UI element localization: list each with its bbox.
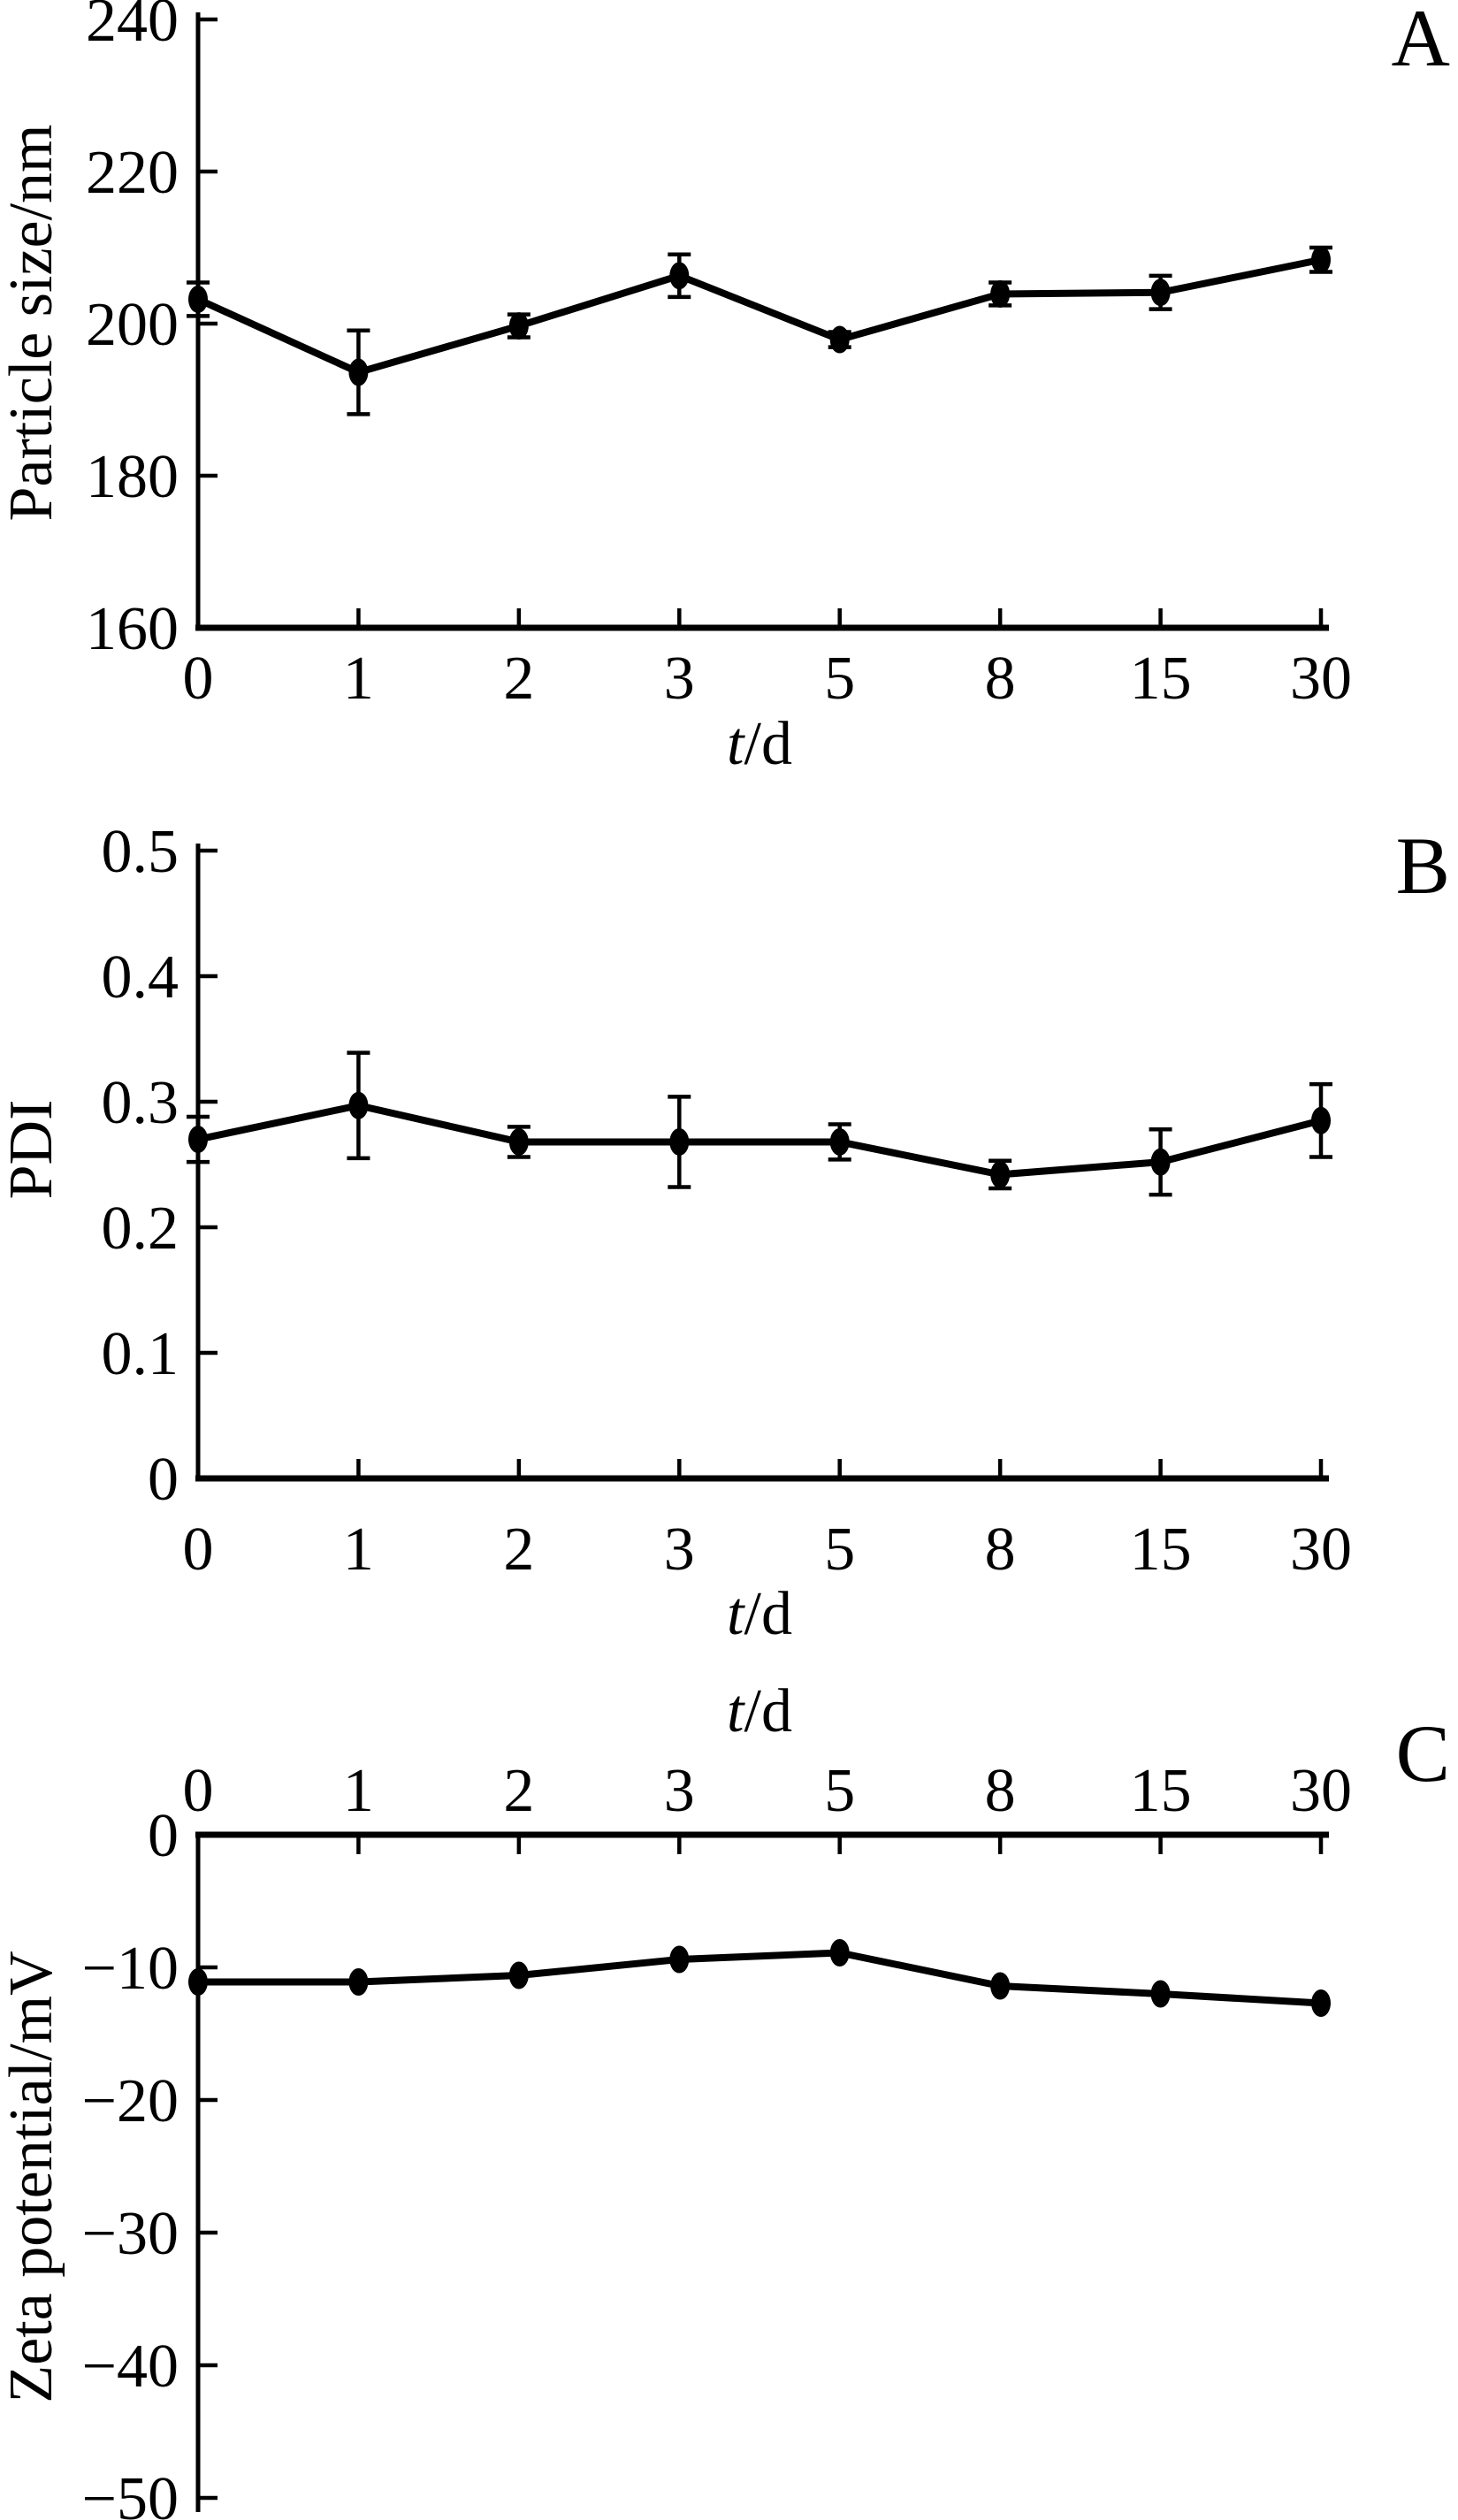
y-axis-title: Particle size/nm bbox=[0, 124, 65, 521]
data-point-marker bbox=[348, 1968, 369, 1996]
data-point-marker bbox=[508, 1127, 529, 1156]
x-axis-tick-label: 8 bbox=[985, 1757, 1016, 1825]
data-point-marker bbox=[990, 1160, 1011, 1188]
panel-C: 0 −10 −20 −30 −40 −50 0 1 2 3 5 8 15 30 t/d Zeta potent… bbox=[0, 1677, 1450, 2520]
data-point-marker bbox=[669, 262, 690, 290]
series-line bbox=[195, 1949, 1324, 2007]
y-axis-tick-label: 160 bbox=[86, 595, 179, 663]
y-axis-tick-label: 0.5 bbox=[102, 818, 179, 886]
panel-A: 160 180 200 220 240 0 1 2 3 5 8 15 30 t/d Particle siz… bbox=[0, 0, 1450, 778]
x-axis-tick-label: 1 bbox=[343, 1516, 374, 1584]
x-axis-tick-label: 3 bbox=[664, 1516, 695, 1584]
x-axis-tick-label: 2 bbox=[503, 645, 534, 713]
y-axis-tick-label: 0 bbox=[148, 1802, 179, 1870]
y-axis-tick-label: 0.4 bbox=[102, 943, 179, 1012]
x-axis-title: t/d bbox=[727, 1677, 792, 1745]
x-axis-title-part: t bbox=[727, 1580, 745, 1648]
y-axis-tick-label: 0 bbox=[148, 1446, 179, 1514]
x-axis-tick-label: 0 bbox=[183, 645, 214, 713]
x-axis-tick-label: 30 bbox=[1290, 1757, 1352, 1825]
series-line bbox=[195, 1102, 1324, 1179]
x-axis-tick-label: 0 bbox=[183, 1516, 214, 1584]
data-point-marker bbox=[829, 1939, 850, 1966]
panel-label: B bbox=[1396, 821, 1450, 911]
data-point-marker bbox=[669, 1945, 690, 1974]
x-axis-title-part: /d bbox=[744, 1580, 792, 1648]
x-axis-tick-label: 5 bbox=[824, 1516, 855, 1584]
x-axis-tick-label: 3 bbox=[664, 1757, 695, 1825]
x-axis-tick-label: 2 bbox=[503, 1757, 534, 1825]
data-point-marker bbox=[1311, 246, 1331, 274]
x-axis-title-part: /d bbox=[744, 710, 792, 778]
data-point-marker bbox=[829, 1127, 850, 1156]
y-axis-tick-label: −30 bbox=[82, 2200, 179, 2268]
y-axis-tick-label: 240 bbox=[86, 0, 179, 55]
x-axis-tick-label: 30 bbox=[1290, 645, 1352, 713]
x-axis-title-part: t bbox=[727, 1677, 745, 1745]
x-axis-tick-label: 30 bbox=[1290, 1516, 1352, 1584]
data-point-marker bbox=[188, 285, 208, 313]
x-axis-tick-label: 2 bbox=[503, 1516, 534, 1584]
x-axis-tick-label: 1 bbox=[343, 1757, 374, 1825]
y-axis-tick-label: −50 bbox=[82, 2465, 179, 2520]
x-axis-title-part: /d bbox=[744, 1677, 792, 1745]
x-axis-tick-label: 5 bbox=[824, 645, 855, 713]
data-point-marker bbox=[1150, 1148, 1171, 1176]
data-point-marker bbox=[990, 279, 1011, 308]
data-point-marker bbox=[829, 325, 850, 354]
y-axis-tick-label: 0.3 bbox=[102, 1069, 179, 1137]
x-axis-title: t/d bbox=[727, 1580, 792, 1648]
x-axis-tick-label: 8 bbox=[985, 1516, 1016, 1584]
y-axis-tick-label: 0.2 bbox=[102, 1195, 179, 1263]
data-point-marker bbox=[1150, 279, 1171, 307]
series-line bbox=[195, 256, 1324, 377]
x-axis-tick-label: 15 bbox=[1130, 645, 1192, 713]
y-axis-tick-label: 220 bbox=[86, 139, 179, 207]
x-axis-tick-label: 15 bbox=[1130, 1516, 1192, 1584]
data-point-marker bbox=[348, 358, 369, 386]
y-axis-tick-label: 200 bbox=[86, 291, 179, 359]
x-axis-tick-label: 15 bbox=[1130, 1757, 1192, 1825]
panel-label: A bbox=[1392, 0, 1450, 83]
y-axis-tick-label: −10 bbox=[82, 1935, 179, 2003]
data-point-marker bbox=[1311, 1106, 1331, 1134]
x-axis-title: t/d bbox=[727, 710, 792, 778]
panel-label: C bbox=[1396, 1708, 1450, 1798]
data-point-marker bbox=[188, 1126, 208, 1154]
data-point-marker bbox=[990, 1972, 1011, 2000]
data-point-marker bbox=[669, 1127, 690, 1156]
y-axis-tick-label: 180 bbox=[86, 443, 179, 511]
x-axis-tick-label: 5 bbox=[824, 1757, 855, 1825]
panel-B: 0 0.1 0.2 0.3 0.4 0.5 0 1 2 3 5 8 15 30 t/d PDI B bbox=[0, 818, 1450, 1648]
data-point-marker bbox=[348, 1091, 369, 1119]
data-point-marker bbox=[508, 312, 529, 340]
y-axis-tick-label: −40 bbox=[82, 2333, 179, 2401]
y-axis-title: Zeta potential/mV bbox=[0, 1951, 65, 2402]
y-axis-title: PDI bbox=[0, 1100, 65, 1200]
data-point-marker bbox=[508, 1961, 529, 1989]
x-axis-tick-label: 0 bbox=[183, 1757, 214, 1825]
y-axis-tick-label: −20 bbox=[82, 2067, 179, 2135]
data-point-marker bbox=[188, 1968, 208, 1996]
data-point-marker bbox=[1311, 1989, 1331, 2017]
x-axis-tick-label: 3 bbox=[664, 645, 695, 713]
x-axis-tick-label: 8 bbox=[985, 645, 1016, 713]
x-axis-tick-label: 1 bbox=[343, 645, 374, 713]
data-point-marker bbox=[1150, 1980, 1171, 2008]
y-axis-tick-label: 0.1 bbox=[102, 1320, 179, 1388]
x-axis-title-part: t bbox=[727, 710, 745, 778]
